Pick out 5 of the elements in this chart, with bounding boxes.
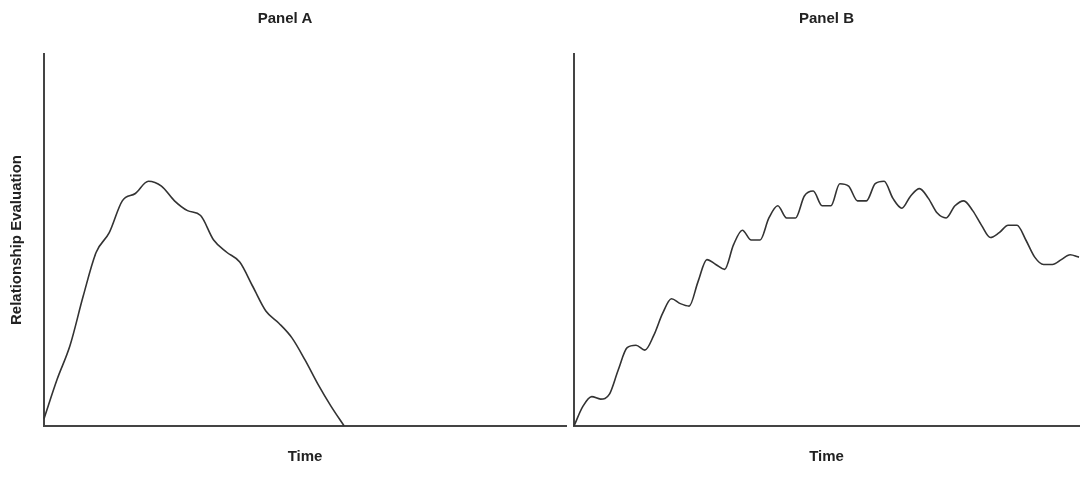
y-axis-title: Relationship Evaluation: [7, 154, 25, 326]
chart-title: Panel A: [257, 9, 313, 27]
x-axis-title: Time: [287, 447, 323, 465]
chart-title: Panel B: [798, 9, 855, 27]
x-axis-title: Time: [809, 447, 844, 465]
